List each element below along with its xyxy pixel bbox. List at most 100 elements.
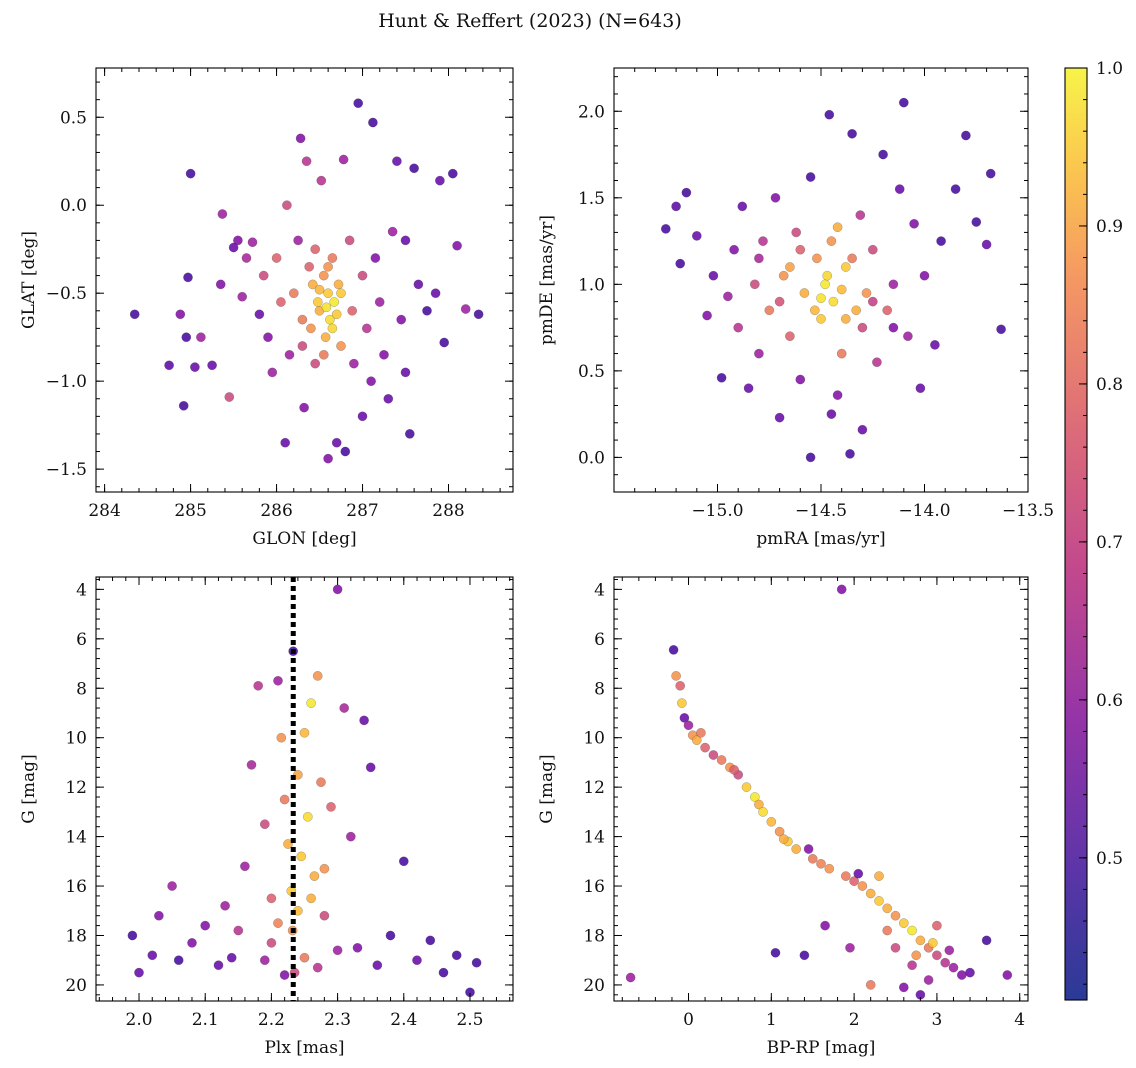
data-point xyxy=(865,980,876,990)
data-point xyxy=(247,237,258,248)
data-point xyxy=(460,304,471,314)
data-point xyxy=(923,975,934,985)
data-point xyxy=(795,374,806,385)
y-tick-label: 14 xyxy=(65,828,87,848)
data-point xyxy=(412,955,422,966)
data-point xyxy=(965,967,975,978)
data-point xyxy=(241,253,252,263)
data-point xyxy=(857,424,868,435)
data-point xyxy=(867,296,878,307)
data-point xyxy=(306,893,316,904)
data-point xyxy=(853,868,864,879)
data-point xyxy=(320,332,331,343)
data-point xyxy=(361,323,372,334)
data-point xyxy=(325,314,335,325)
data-point xyxy=(716,755,727,765)
data-point xyxy=(288,288,299,299)
data-point xyxy=(349,358,359,369)
x-axis-label: pmRA [mas/yr] xyxy=(756,529,885,549)
data-point xyxy=(799,288,810,298)
data-point xyxy=(882,925,893,936)
data-point xyxy=(331,437,342,448)
data-point xyxy=(306,698,316,708)
data-point xyxy=(861,288,872,298)
data-point xyxy=(336,288,346,299)
data-point xyxy=(936,236,946,246)
panel-plx-g: 2.0 2.1 2.2 2.3 2.4 2.5 4 6 8 10 12 14 16 18 20 Plx [ma… xyxy=(19,576,514,1058)
y-tick-label: −1.5 xyxy=(46,460,87,480)
data-point xyxy=(253,680,264,691)
data-point xyxy=(279,970,290,980)
y-tick-label: 2.0 xyxy=(578,102,605,122)
data-point xyxy=(805,172,816,182)
data-point xyxy=(266,938,277,948)
data-point xyxy=(430,288,441,299)
axes-frame xyxy=(95,67,514,493)
data-point xyxy=(625,972,636,983)
data-point xyxy=(365,762,376,773)
data-point xyxy=(273,918,283,928)
data-point xyxy=(758,236,768,246)
y-tick-label: 4 xyxy=(594,580,605,600)
data-point xyxy=(932,920,942,931)
data-point xyxy=(422,305,432,316)
y-tick-label: 4 xyxy=(76,580,87,600)
data-point xyxy=(327,253,338,263)
x-tick-label: 1 xyxy=(766,1010,777,1030)
colorbar-tick-label: 0.7 xyxy=(1096,533,1123,553)
x-tick-label: 0 xyxy=(683,1010,694,1030)
data-point xyxy=(379,349,389,360)
data-point xyxy=(668,645,679,655)
data-point xyxy=(930,340,940,350)
y-tick-label: 10 xyxy=(65,729,87,749)
data-point xyxy=(329,297,340,307)
data-point xyxy=(310,358,321,369)
x-tick-label: 286 xyxy=(260,501,292,521)
data-point xyxy=(263,332,273,343)
data-point xyxy=(276,297,286,307)
data-point xyxy=(803,844,814,854)
data-point xyxy=(282,200,292,211)
y-axis-label: GLAT [deg] xyxy=(19,231,39,329)
data-point xyxy=(336,341,346,351)
data-point xyxy=(816,858,826,869)
data-point xyxy=(233,925,244,936)
data-point xyxy=(147,950,158,961)
data-point xyxy=(183,272,193,283)
x-tick-label: 4 xyxy=(1014,1010,1025,1030)
data-point xyxy=(284,349,295,360)
data-point xyxy=(915,935,926,946)
x-tick-label: −13.5 xyxy=(1002,501,1054,521)
data-point xyxy=(307,279,318,290)
data-point xyxy=(353,98,364,109)
data-point xyxy=(836,284,847,295)
data-point xyxy=(691,735,702,746)
data-point xyxy=(898,97,909,108)
data-point xyxy=(323,453,333,464)
data-point xyxy=(754,253,764,264)
data-point xyxy=(127,930,138,941)
data-point xyxy=(196,332,206,343)
data-point xyxy=(729,244,739,255)
data-point xyxy=(845,942,855,953)
colorbar: 0.5 0.6 0.7 0.8 0.9 1.0 xyxy=(1064,59,1123,1001)
data-point xyxy=(774,826,785,837)
data-point xyxy=(323,261,333,272)
data-point xyxy=(766,816,777,827)
data-point xyxy=(1002,970,1013,980)
data-point xyxy=(878,149,888,160)
data-point xyxy=(675,258,686,269)
data-point xyxy=(882,305,893,316)
data-point xyxy=(851,305,862,316)
y-tick-label: 18 xyxy=(583,926,605,946)
data-point xyxy=(435,175,445,186)
data-point xyxy=(915,383,926,394)
y-tick-label: 0.0 xyxy=(578,448,605,468)
data-point xyxy=(175,309,186,320)
data-point xyxy=(774,296,785,307)
data-point xyxy=(280,437,291,448)
data-point xyxy=(865,888,876,899)
y-tick-label: 8 xyxy=(76,679,87,699)
y-tick-label: 1.0 xyxy=(578,275,605,295)
y-tick-label: 20 xyxy=(65,976,87,996)
